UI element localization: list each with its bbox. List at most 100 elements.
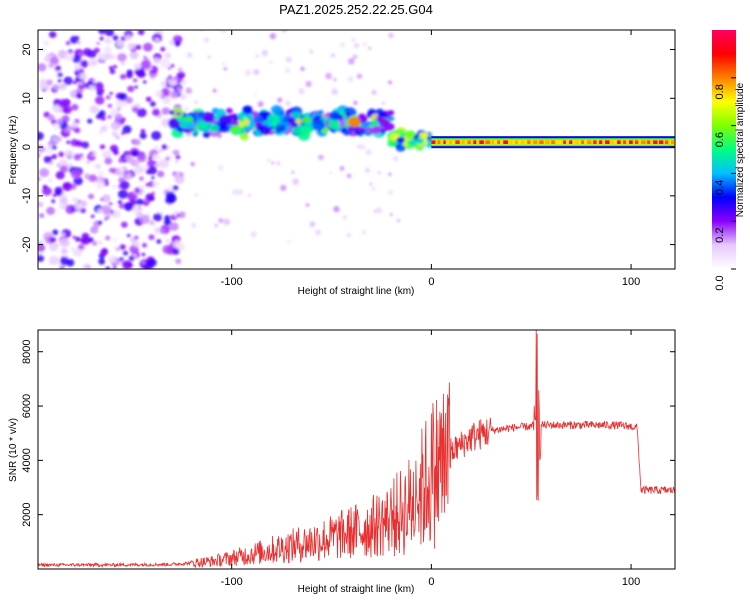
signal-blob: [245, 113, 254, 121]
tone-core: [611, 140, 614, 144]
colorbar-label: Normalized spectral amplitude: [735, 82, 746, 217]
noise-blob: [60, 257, 70, 266]
noise-blob: [271, 161, 275, 165]
noise-blob: [162, 190, 166, 194]
spectrogram-y-tick-label: 20: [21, 43, 33, 55]
noise-blob: [321, 24, 324, 27]
noise-blob: [108, 65, 114, 70]
noise-blob: [396, 219, 401, 223]
noise-blob: [154, 226, 162, 234]
tone-core: [617, 140, 621, 144]
noise-blob: [81, 232, 90, 240]
colorbar-bar: [712, 30, 736, 269]
noise-blob: [112, 238, 117, 242]
noise-blob: [145, 183, 150, 187]
noise-blob: [119, 180, 130, 190]
signal-blob: [175, 111, 182, 116]
noise-blob: [88, 84, 96, 92]
noise-blob: [309, 221, 316, 228]
noise-blob: [121, 61, 125, 66]
noise-blob: [110, 121, 121, 131]
noise-blob: [162, 96, 171, 105]
noise-blob: [38, 243, 46, 253]
noise-blob: [369, 182, 374, 187]
noise-blob: [160, 58, 171, 69]
signal-blob: [209, 124, 220, 133]
noise-blob: [128, 255, 135, 261]
signal-blob: [415, 137, 425, 145]
noise-blob: [38, 154, 41, 158]
noise-blob: [93, 81, 104, 91]
noise-blob: [47, 143, 53, 150]
noise-blob: [175, 155, 181, 160]
signal-blob: [285, 110, 291, 116]
noise-blob: [140, 128, 146, 134]
noise-blob: [237, 189, 244, 196]
noise-blob: [105, 30, 115, 37]
noise-blob: [43, 155, 52, 164]
signal-blob: [405, 130, 416, 139]
noise-blob: [42, 184, 48, 190]
noise-blob: [342, 215, 348, 220]
noise-blob: [95, 180, 105, 190]
noise-blob: [52, 122, 61, 130]
noise-blob: [353, 100, 358, 106]
noise-blob: [46, 206, 56, 215]
noise-blob: [169, 40, 175, 46]
noise-blob: [148, 234, 155, 241]
noise-blob: [178, 67, 183, 72]
spectrogram-y-tick-label: -10: [21, 188, 33, 204]
noise-blob: [179, 172, 184, 177]
noise-blob: [38, 131, 44, 141]
signal-blob: [218, 122, 228, 130]
noise-blob: [118, 203, 125, 209]
noise-blob: [57, 78, 62, 83]
noise-blob: [89, 151, 94, 155]
snr-x-tick-label: -100: [221, 576, 243, 588]
noise-blob: [55, 242, 60, 247]
noise-blob: [73, 153, 82, 161]
noise-blob: [122, 260, 133, 269]
noise-blob: [139, 132, 147, 140]
snr-x-ticks: -100 0 100: [221, 330, 640, 588]
snr-y-tick-label: 8000: [21, 339, 33, 363]
noise-blob: [107, 254, 117, 264]
noise-blob: [105, 266, 111, 269]
noise-blob: [120, 221, 128, 228]
noise-blob: [135, 44, 142, 50]
signal-blob: [270, 105, 283, 115]
noise-blob: [360, 144, 366, 150]
tone-core: [635, 140, 639, 144]
noise-blob: [285, 56, 293, 63]
signal-blob: [396, 136, 406, 144]
noise-blob: [305, 203, 310, 207]
noise-blob: [101, 89, 105, 93]
noise-blob: [368, 46, 372, 50]
noise-blob: [104, 52, 113, 60]
noise-blob: [47, 114, 55, 122]
spectrogram-x-tick-label: -100: [221, 276, 243, 288]
noise-blob: [75, 92, 83, 99]
noise-blob: [87, 237, 94, 243]
signal-blob: [387, 139, 397, 147]
noise-blob: [114, 260, 121, 266]
noise-blob: [139, 176, 144, 181]
noise-blob: [80, 60, 89, 68]
noise-blob: [51, 136, 59, 143]
colorbar: 0.0 0.2 0.4 0.6 0.8 Normalized spectral ampl…: [712, 30, 746, 291]
noise-blob: [98, 110, 106, 118]
noise-blob: [185, 87, 193, 94]
noise-blob: [174, 174, 185, 184]
signal-blob: [227, 108, 233, 114]
noise-blob: [388, 32, 394, 39]
noise-blob: [39, 213, 45, 218]
noise-blob: [72, 197, 79, 203]
noise-blob: [156, 170, 165, 178]
signal-blob: [197, 111, 206, 118]
tone-core: [599, 140, 603, 144]
signal-blob: [269, 125, 275, 130]
signal-blob: [202, 131, 211, 138]
noise-blob: [269, 60, 273, 64]
noise-blob: [78, 72, 88, 81]
